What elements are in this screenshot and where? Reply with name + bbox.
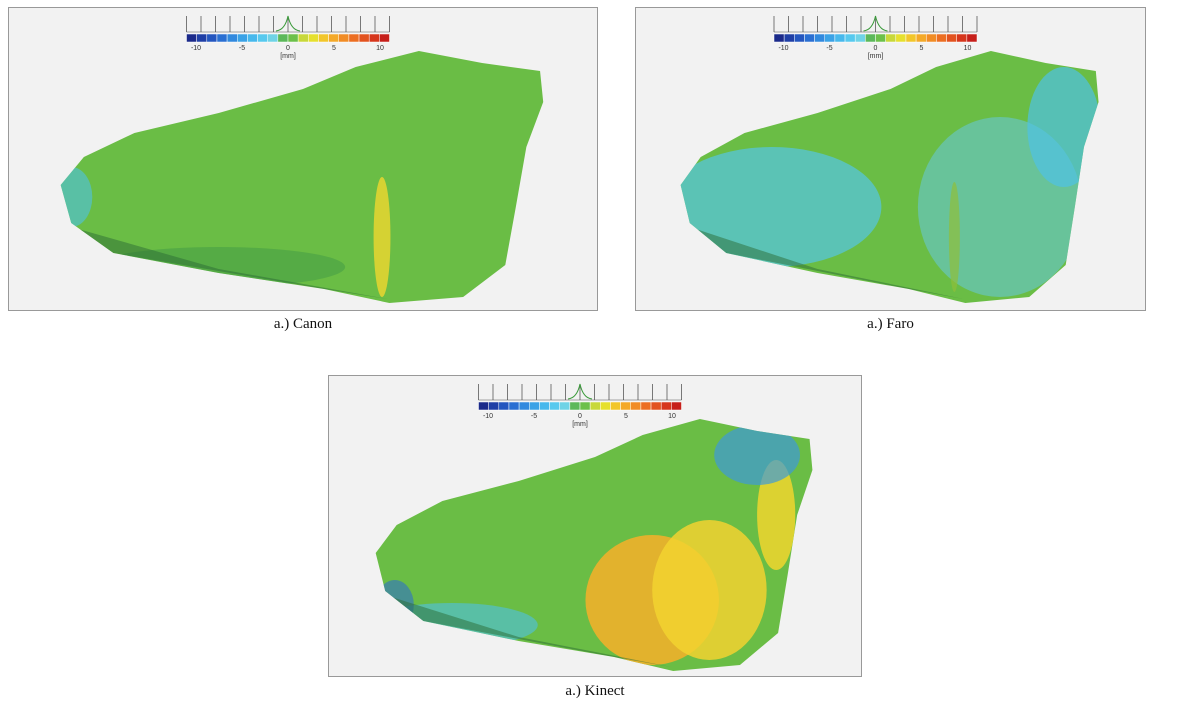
page: {"panels": [ {"caption": "a.) Canon", "s… [0, 0, 1187, 706]
panel-caption: a.) Kinect [565, 683, 625, 699]
scale-tick-label: -10 [191, 45, 201, 52]
color-segment [835, 34, 845, 42]
color-segment [671, 402, 681, 410]
color-segment [237, 34, 247, 42]
scale-tick-label: -5 [531, 413, 537, 420]
deviation-patch [374, 177, 391, 297]
scale-tick-label: -10 [778, 45, 788, 52]
color-segment [197, 34, 207, 42]
color-segment [359, 34, 369, 42]
color-segment [631, 402, 641, 410]
color-segment [886, 34, 896, 42]
color-segment [509, 402, 519, 410]
color-segment [570, 402, 580, 410]
color-segment [876, 34, 886, 42]
color-segment [865, 34, 875, 42]
scale-tick-label: 0 [874, 45, 878, 52]
color-segment [825, 34, 835, 42]
color-segment [550, 402, 560, 410]
color-segment [947, 34, 957, 42]
color-segment [369, 34, 379, 42]
color-segment [187, 34, 197, 42]
color-segment [794, 34, 804, 42]
color-segment [957, 34, 967, 42]
color-segment [288, 34, 298, 42]
scale-unit: [mm] [868, 53, 884, 60]
color-segment [815, 34, 825, 42]
color-segment [641, 402, 651, 410]
scale-tick-label: 5 [624, 413, 628, 420]
color-segment [580, 402, 590, 410]
scale-tick-label: 10 [376, 45, 384, 52]
color-segment [661, 402, 671, 410]
figure: -10 -5 0 5 10 [mm] a.) Canon -10 -5 0 5 10 [mm] a.) F… [0, 0, 1187, 706]
color-segment [651, 402, 661, 410]
scale-tick-label: 5 [332, 45, 336, 52]
color-segment [529, 402, 539, 410]
panel: -10 -5 0 5 10 [mm] [9, 8, 598, 311]
color-segment [916, 34, 926, 42]
color-segment [936, 34, 946, 42]
scale-unit: [mm] [280, 53, 296, 60]
color-segment [207, 34, 217, 42]
scale-tick-label: 0 [286, 45, 290, 52]
color-segment [278, 34, 288, 42]
color-segment [258, 34, 268, 42]
color-segment [318, 34, 328, 42]
scale-tick-label: 0 [578, 413, 582, 420]
color-segment [539, 402, 549, 410]
color-segment [600, 402, 610, 410]
color-segment [855, 34, 865, 42]
color-segment [349, 34, 359, 42]
color-segment [774, 34, 784, 42]
color-segment [217, 34, 227, 42]
scale-tick-label: 5 [920, 45, 924, 52]
color-segment [308, 34, 318, 42]
color-segment [845, 34, 855, 42]
color-segment [227, 34, 237, 42]
color-segment [379, 34, 389, 42]
scale-tick-label: -5 [239, 45, 245, 52]
color-segment [329, 34, 339, 42]
color-segment [784, 34, 794, 42]
color-segment [560, 402, 570, 410]
color-segment [896, 34, 906, 42]
panel: -10 -5 0 5 10 [mm] [636, 8, 1146, 311]
color-segment [590, 402, 600, 410]
color-segment [489, 402, 499, 410]
color-segment [621, 402, 631, 410]
color-segment [499, 402, 509, 410]
panel: -10 -5 0 5 10 [mm] [329, 376, 862, 677]
scale-tick-label: -5 [826, 45, 832, 52]
color-segment [967, 34, 977, 42]
color-segment [339, 34, 349, 42]
scale-tick-label: -10 [483, 413, 493, 420]
color-segment [479, 402, 489, 410]
color-segment [610, 402, 620, 410]
color-segment [519, 402, 529, 410]
scale-unit: [mm] [572, 421, 588, 428]
color-segment [926, 34, 936, 42]
color-segment [247, 34, 257, 42]
panel-caption: a.) Faro [867, 316, 914, 332]
color-segment [804, 34, 814, 42]
deviation-patch [652, 520, 766, 660]
color-segment [268, 34, 278, 42]
scale-tick-label: 10 [668, 413, 676, 420]
color-segment [906, 34, 916, 42]
color-segment [298, 34, 308, 42]
panel-caption: a.) Canon [274, 316, 333, 332]
scale-tick-label: 10 [964, 45, 972, 52]
deviation-patch [949, 182, 960, 292]
